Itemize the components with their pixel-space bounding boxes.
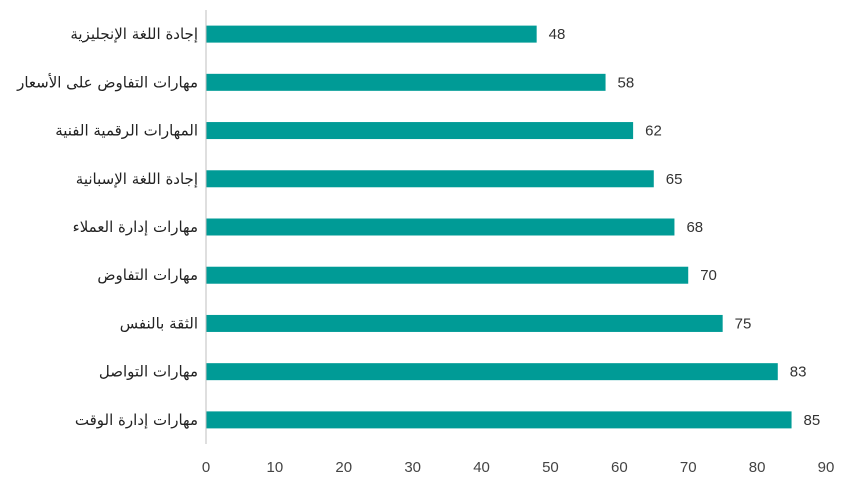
- x-axis-ticks: 0 10 20 30 40 50 60 70 80 90: [202, 459, 835, 476]
- x-tick-label: 20: [335, 459, 352, 476]
- bar: [206, 73, 606, 91]
- bar: [206, 314, 723, 332]
- x-tick-label: 30: [404, 459, 421, 476]
- bar: [206, 266, 689, 284]
- category-label: إجادة اللغة الإنجليزية: [70, 25, 198, 43]
- data-label: 83: [790, 364, 807, 381]
- category-labels-layer: إجادة اللغة الإنجليزية مهارات التفاوض على…: [16, 25, 198, 429]
- bar: [206, 363, 778, 381]
- bar: [206, 122, 634, 140]
- x-tick-label: 10: [267, 459, 284, 476]
- data-label: 48: [549, 26, 566, 43]
- x-tick-label: 60: [611, 459, 628, 476]
- data-label: 58: [618, 74, 635, 91]
- data-label: 65: [666, 171, 683, 188]
- data-label: 85: [804, 412, 821, 429]
- category-label: المهارات الرقمية الفنية: [55, 122, 198, 140]
- category-label: مهارات التفاوض: [97, 266, 198, 284]
- bar: [206, 218, 675, 236]
- x-tick-label: 80: [749, 459, 766, 476]
- bars-layer: [206, 25, 792, 429]
- data-label: 75: [735, 315, 752, 332]
- data-label: 70: [700, 267, 717, 284]
- category-label: مهارات التفاوض على الأسعار: [16, 72, 198, 91]
- bar: [206, 25, 537, 43]
- category-label: مهارات التواصل: [99, 363, 198, 381]
- x-tick-label: 90: [818, 459, 835, 476]
- bar: [206, 170, 654, 188]
- data-label: 62: [645, 123, 662, 140]
- category-label: الثقة بالنفس: [120, 314, 198, 332]
- category-label: إجادة اللغة الإسبانية: [76, 170, 198, 188]
- x-tick-label: 0: [202, 459, 210, 476]
- x-tick-label: 50: [542, 459, 559, 476]
- x-tick-label: 40: [473, 459, 490, 476]
- bar: [206, 411, 792, 429]
- data-labels-layer: 48 58 62 65 68 70 75 83 85: [549, 26, 821, 429]
- category-label: مهارات إدارة الوقت: [75, 411, 198, 429]
- data-label: 68: [686, 219, 703, 236]
- category-label: مهارات إدارة العملاء: [73, 218, 198, 236]
- x-tick-label: 70: [680, 459, 697, 476]
